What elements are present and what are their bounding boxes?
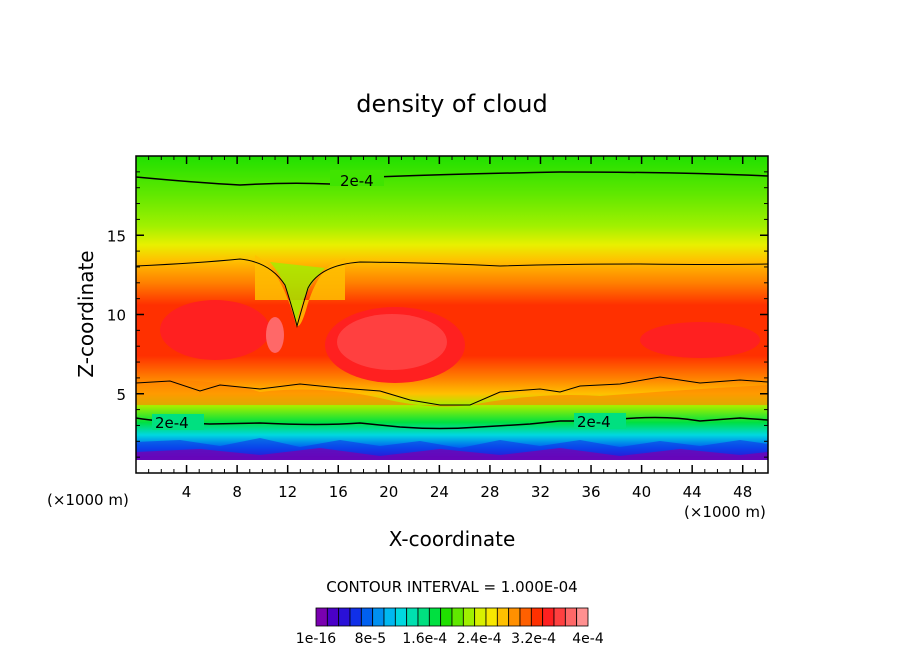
contour-label-left: 2e-4 xyxy=(155,414,189,432)
contour-label-right: 2e-4 xyxy=(577,413,611,431)
y-tick-label: 15 xyxy=(107,227,126,245)
colorbar-swatch xyxy=(360,607,374,627)
colorbar-swatch xyxy=(519,607,532,627)
colorbar-swatch xyxy=(462,607,476,627)
colorbar-swatch xyxy=(440,607,453,627)
x-tick-label: 12 xyxy=(278,483,297,501)
contour-label-top: 2e-4 xyxy=(340,172,374,190)
colorbar-label: 3.2e-4 xyxy=(511,631,556,647)
colorbar-swatch xyxy=(542,607,555,627)
colorbar-label: 8e-5 xyxy=(355,631,386,647)
density-field xyxy=(136,156,768,473)
x-tick-label: 32 xyxy=(531,483,550,501)
colorbar-swatch xyxy=(349,607,362,627)
y-tick-label: 5 xyxy=(116,386,126,404)
colorbar-label: 2.4e-4 xyxy=(457,631,502,647)
colorbar-swatch xyxy=(496,607,510,627)
colorbar xyxy=(315,607,589,627)
x-axis-label: X-coordinate xyxy=(389,527,516,551)
colorbar-swatch xyxy=(474,607,487,627)
x-tick-label: 44 xyxy=(683,483,702,501)
x-tick-label: 28 xyxy=(480,483,499,501)
colorbar-label: 4e-4 xyxy=(572,631,604,647)
x-unit-right: (×1000 m) xyxy=(684,503,766,521)
colorbar-swatch xyxy=(326,607,340,627)
colorbar-swatch xyxy=(564,607,578,627)
colorbar-label: 1e-16 xyxy=(296,631,336,647)
x-tick-label: 24 xyxy=(430,483,449,501)
colorbar-swatch xyxy=(508,607,521,627)
colorbar-swatch xyxy=(372,607,385,627)
colorbar-swatch xyxy=(315,607,328,627)
x-tick-label: 20 xyxy=(379,483,398,501)
colorbar-swatch xyxy=(553,607,566,627)
x-tick-label: 48 xyxy=(733,483,752,501)
x-unit-left: (×1000 m) xyxy=(47,491,129,509)
colorbar-swatch xyxy=(576,607,589,627)
y-tick-label: 10 xyxy=(107,307,126,325)
chart-title: density of cloud xyxy=(356,90,547,118)
x-tick-label: 8 xyxy=(232,483,242,501)
colorbar-swatch xyxy=(383,607,396,627)
colorbar-label: 1.6e-4 xyxy=(402,631,447,647)
x-tick-label: 40 xyxy=(632,483,651,501)
x-tick-label: 4 xyxy=(182,483,192,501)
colorbar-swatch xyxy=(485,607,498,627)
colorbar-swatch xyxy=(428,607,442,627)
colorbar-swatch xyxy=(451,607,464,627)
colorbar-swatch xyxy=(406,607,419,627)
colorbar-swatch xyxy=(338,607,351,627)
x-tick-label: 36 xyxy=(581,483,600,501)
colorbar-swatch xyxy=(417,607,430,627)
y-axis-label: Z-coordinate xyxy=(74,250,98,377)
colorbar-swatch xyxy=(394,607,408,627)
contour-interval: CONTOUR INTERVAL = 1.000E-04 xyxy=(326,578,577,596)
colorbar-labels: 1e-16 8e-5 1.6e-4 2.4e-4 3.2e-4 4e-4 xyxy=(296,631,604,647)
colorbar-swatch xyxy=(530,607,544,627)
x-tick-label: 16 xyxy=(329,483,348,501)
